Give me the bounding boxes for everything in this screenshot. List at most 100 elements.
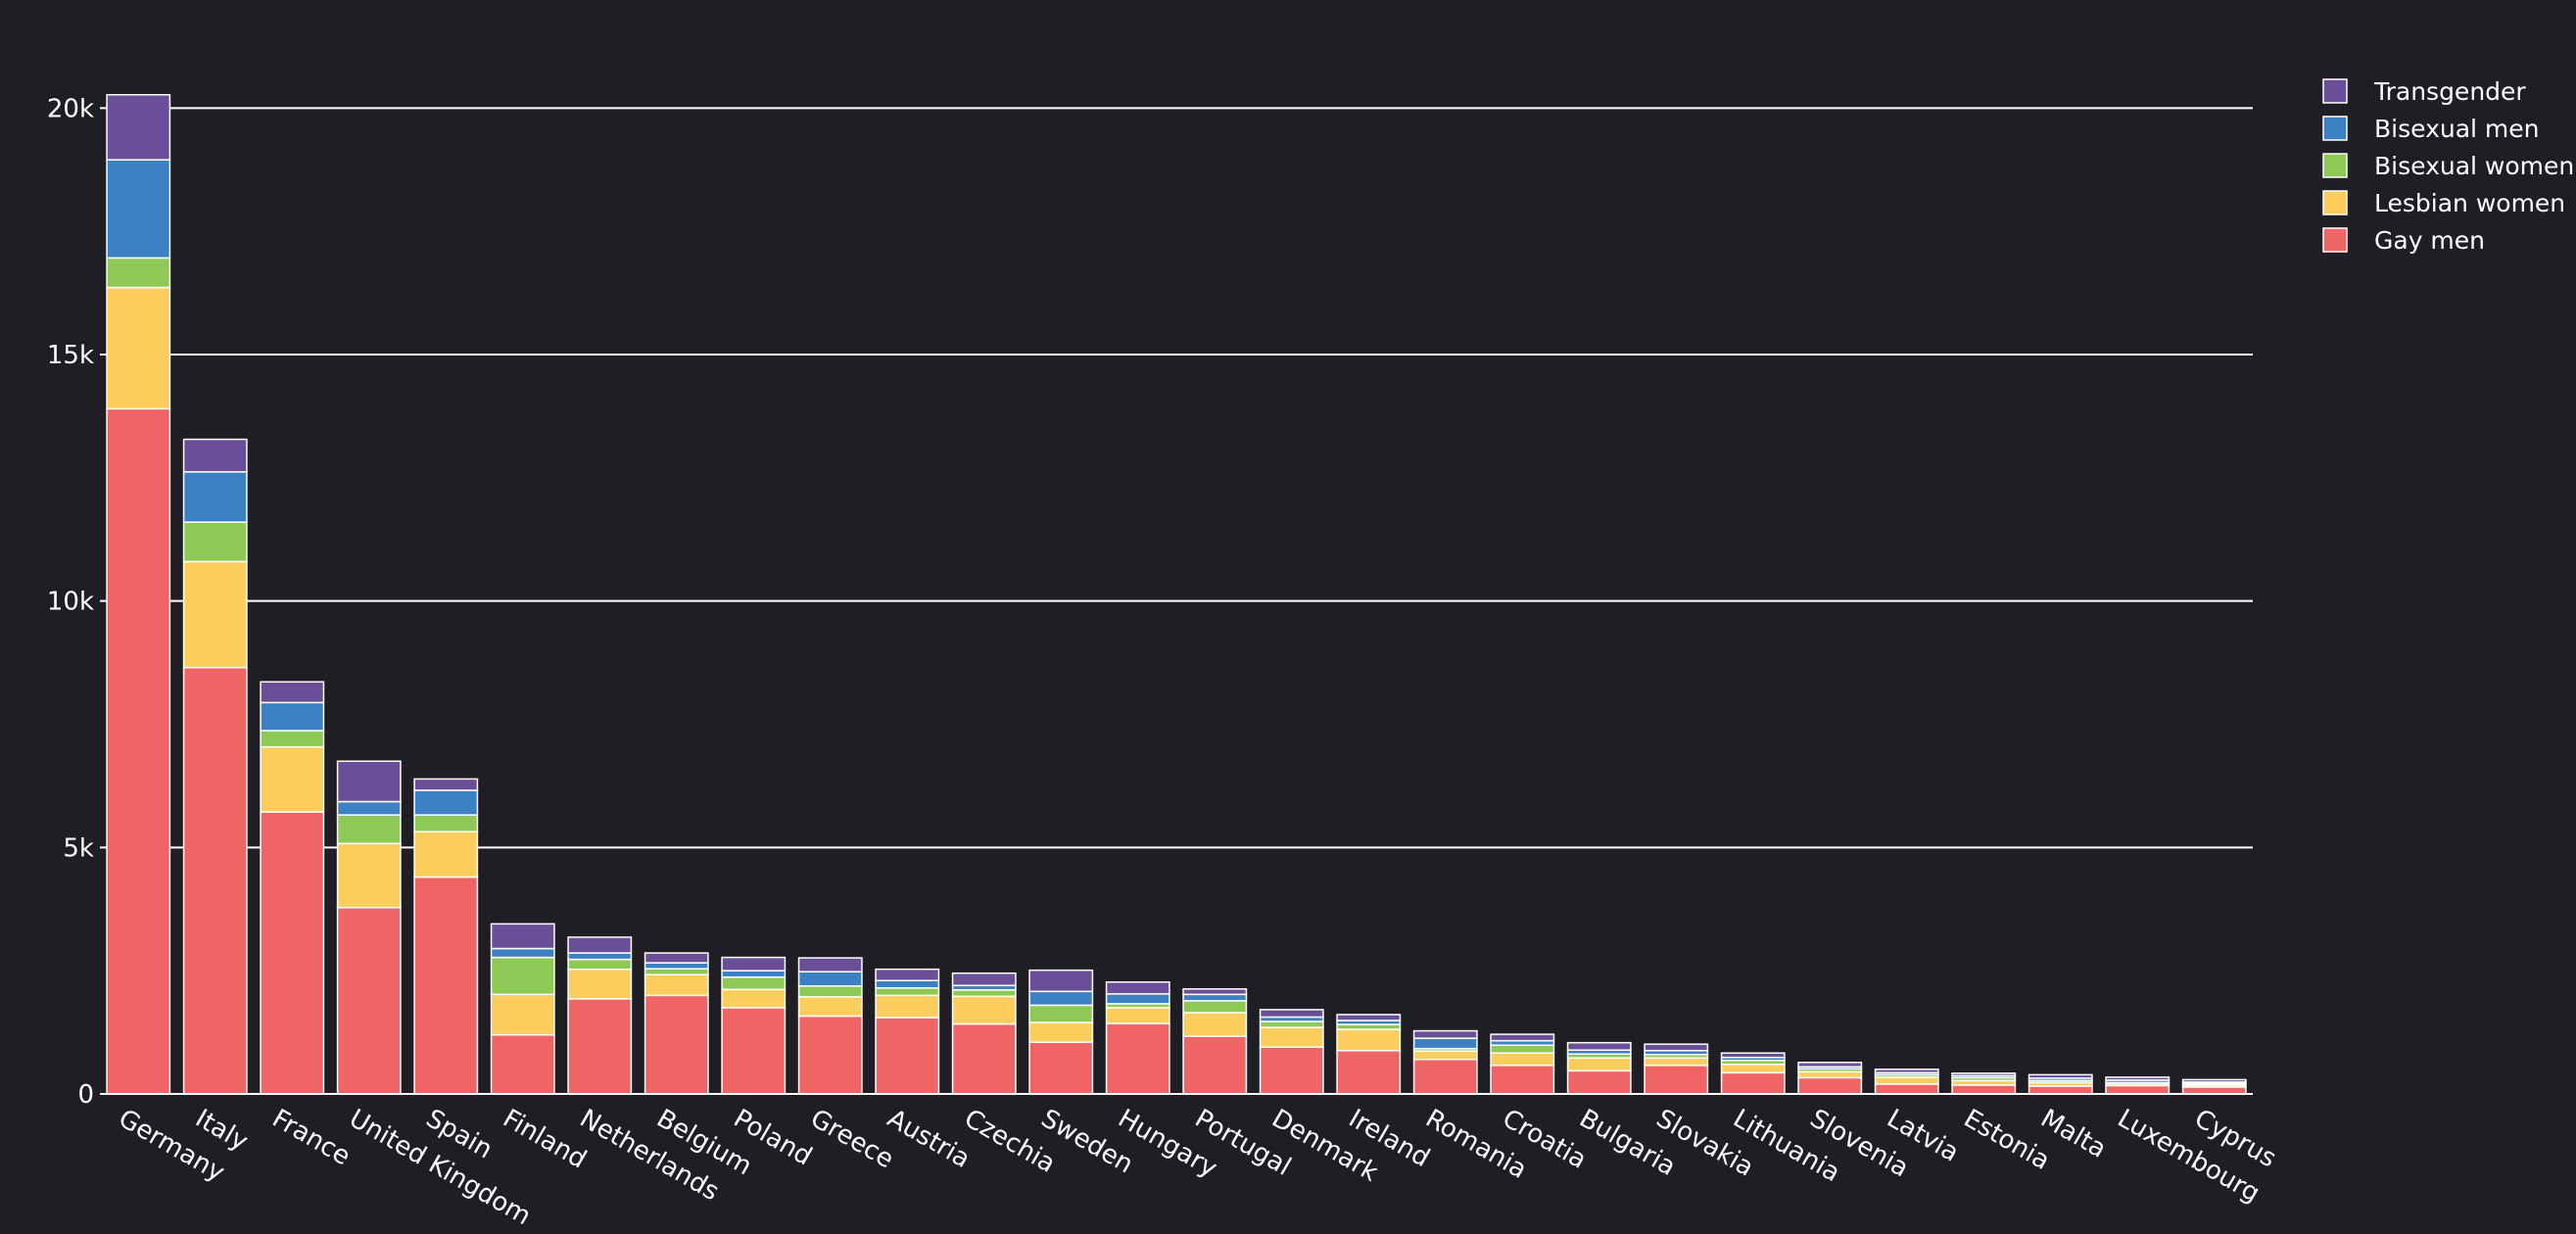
bar-segment[interactable] — [336, 814, 402, 845]
bar-segment[interactable] — [1720, 1071, 1786, 1095]
bar-segment[interactable] — [106, 93, 171, 161]
bar-segment[interactable] — [875, 1017, 940, 1095]
bar-segment[interactable] — [490, 993, 555, 1036]
legend-item[interactable]: Gay men — [2322, 226, 2485, 255]
bar-segment[interactable] — [1951, 1072, 2017, 1077]
bar-segment[interactable] — [1336, 1028, 1402, 1052]
bar-segment[interactable] — [1028, 990, 1094, 1007]
legend-item[interactable]: Transgender — [2322, 77, 2526, 106]
bar-segment[interactable] — [797, 971, 863, 987]
bar-segment[interactable] — [336, 800, 402, 816]
bar-segment[interactable] — [1336, 1014, 1402, 1021]
bar-segment[interactable] — [490, 923, 555, 950]
bar-segment[interactable] — [106, 159, 171, 260]
bar-segment[interactable] — [951, 972, 1017, 987]
bar-segment[interactable] — [182, 560, 248, 669]
bar-segment[interactable] — [1336, 1049, 1402, 1095]
bar-segment[interactable] — [721, 970, 787, 978]
bar-segment[interactable] — [721, 956, 787, 972]
bar-segment[interactable] — [1490, 1052, 1555, 1067]
bar-segment[interactable] — [797, 996, 863, 1018]
bar-segment[interactable] — [1105, 980, 1170, 995]
bar-segment[interactable] — [413, 814, 479, 832]
bar-segment[interactable] — [875, 968, 940, 981]
bar-segment[interactable] — [1874, 1083, 1939, 1095]
bar-segment[interactable] — [106, 286, 171, 410]
bar-segment[interactable] — [1336, 1023, 1402, 1030]
bar-segment[interactable] — [875, 987, 940, 997]
bar-segment[interactable] — [260, 745, 325, 813]
bar-segment[interactable] — [2181, 1086, 2247, 1095]
bar-segment[interactable] — [1644, 1043, 1709, 1052]
bar-segment[interactable] — [1797, 1070, 1863, 1079]
bar-segment[interactable] — [1105, 1022, 1170, 1095]
bar-segment[interactable] — [1259, 1046, 1324, 1095]
bar-segment[interactable] — [1720, 1052, 1786, 1059]
bar-segment[interactable] — [2105, 1084, 2171, 1095]
bar-segment[interactable] — [490, 947, 555, 959]
bar-segment[interactable] — [951, 989, 1017, 998]
bar-segment[interactable] — [260, 730, 325, 748]
bar-segment[interactable] — [1182, 988, 1248, 996]
bar-segment[interactable] — [413, 789, 479, 816]
bar-segment[interactable] — [1412, 1059, 1478, 1095]
bar-segment[interactable] — [951, 995, 1017, 1025]
bar-segment[interactable] — [1105, 1007, 1170, 1024]
bar-segment[interactable] — [1644, 1057, 1709, 1067]
bar-segment[interactable] — [1028, 969, 1094, 993]
bar-segment[interactable] — [336, 760, 402, 803]
bar-segment[interactable] — [1028, 1021, 1094, 1043]
bar-segment[interactable] — [644, 973, 709, 997]
bar-segment[interactable] — [413, 831, 479, 878]
bar-segment[interactable] — [182, 471, 248, 523]
bar-segment[interactable] — [1028, 1004, 1094, 1023]
bar-segment[interactable] — [490, 956, 555, 996]
bar-segment[interactable] — [1105, 993, 1170, 1005]
bar-segment[interactable] — [1259, 1009, 1324, 1019]
bar-segment[interactable] — [797, 957, 863, 973]
legend-item[interactable]: Bisexual women — [2322, 152, 2574, 180]
legend-item[interactable]: Bisexual men — [2322, 115, 2540, 143]
bar-segment[interactable] — [1028, 1041, 1094, 1095]
bar-segment[interactable] — [644, 968, 709, 975]
bar-segment[interactable] — [567, 936, 633, 954]
bar-segment[interactable] — [567, 968, 633, 1000]
bar-segment[interactable] — [182, 521, 248, 563]
bar-segment[interactable] — [721, 1007, 787, 1095]
bar-segment[interactable] — [1566, 1041, 1632, 1051]
bar-segment[interactable] — [1182, 993, 1248, 1002]
bar-segment[interactable] — [567, 998, 633, 1095]
legend[interactable]: Transgender Bisexual men Bisexual women Les… — [2322, 77, 2574, 255]
bar-segment[interactable] — [875, 979, 940, 989]
bar-segment[interactable] — [1412, 1037, 1478, 1050]
bar-segment[interactable] — [413, 876, 479, 1095]
bar-segment[interactable] — [1182, 1000, 1248, 1014]
bar-segment[interactable] — [336, 842, 402, 909]
bar-segment[interactable] — [260, 811, 325, 1095]
bar-segment[interactable] — [2027, 1073, 2093, 1079]
bar-segment[interactable] — [1490, 1044, 1555, 1054]
bar-segment[interactable] — [1412, 1050, 1478, 1061]
bar-segment[interactable] — [2181, 1078, 2247, 1083]
bar-segment[interactable] — [182, 438, 248, 473]
bar-segment[interactable] — [797, 1015, 863, 1095]
bar-segment[interactable] — [567, 958, 633, 971]
bar-segment[interactable] — [106, 407, 171, 1095]
bar-segment[interactable] — [1874, 1076, 1939, 1085]
bar-segment[interactable] — [1490, 1033, 1555, 1042]
bar-segment[interactable] — [413, 778, 479, 791]
bar-segment[interactable] — [182, 666, 248, 1095]
legend-item[interactable]: Lesbian women — [2322, 189, 2565, 217]
bar-segment[interactable] — [721, 975, 787, 991]
bar-segment[interactable] — [1797, 1076, 1863, 1095]
bar-segment[interactable] — [336, 906, 402, 1095]
bar-segment[interactable] — [1259, 1026, 1324, 1048]
bar-segment[interactable] — [260, 701, 325, 732]
bar-segment[interactable] — [1490, 1065, 1555, 1095]
bar-segment[interactable] — [875, 994, 940, 1019]
bar-segment[interactable] — [1720, 1064, 1786, 1074]
bar-segment[interactable] — [2027, 1085, 2093, 1095]
bar-segment[interactable] — [106, 257, 171, 289]
bar-segment[interactable] — [1412, 1029, 1478, 1039]
bar-segment[interactable] — [1797, 1062, 1863, 1068]
